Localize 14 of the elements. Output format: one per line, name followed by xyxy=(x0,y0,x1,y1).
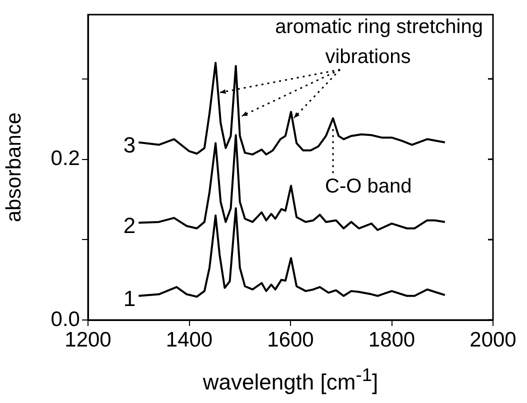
annotation: C-O band xyxy=(325,176,412,198)
y-axis-title: absorbance xyxy=(2,112,26,222)
y-tick-label: 0.2 xyxy=(50,147,80,170)
y-tick-label: 0.0 xyxy=(50,308,80,331)
x-tick-label: 1600 xyxy=(267,328,314,352)
series-label: 1 xyxy=(123,286,136,311)
x-tick-label: 1200 xyxy=(64,328,112,352)
series-label: 3 xyxy=(123,132,136,158)
x-tick-label: 1800 xyxy=(368,328,416,352)
x-axis-title: wavelength [cm$^{-1}$] xyxy=(202,364,380,396)
annotation: aromatic ring stretching vibrations xyxy=(275,16,483,68)
x-tick-label: 1400 xyxy=(166,328,213,352)
x-tick-label: 2000 xyxy=(470,328,516,352)
series-label: 2 xyxy=(123,212,136,238)
